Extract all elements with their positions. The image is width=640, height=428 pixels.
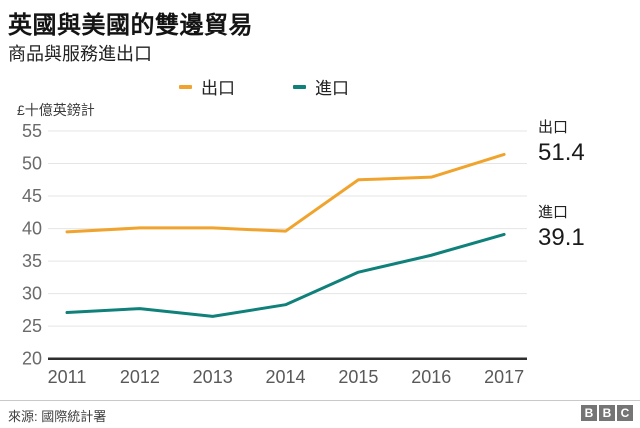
line-series-進口	[65, 232, 506, 318]
legend-label-exports: 出口	[201, 79, 235, 98]
bbc-logo-block: C	[617, 405, 633, 421]
y-tick-label: 40	[22, 219, 42, 239]
x-tick-label: 2011	[48, 367, 87, 387]
y-tick-label: 30	[22, 284, 42, 304]
imports-end-annotation: 進口 39.1	[538, 204, 585, 252]
y-tick-label: 50	[22, 154, 42, 174]
x-tick-label: 2016	[411, 367, 451, 387]
x-tick-label: 2015	[338, 367, 378, 387]
y-axis-unit-label: £十億英鎊計	[17, 102, 95, 118]
page-title: 英國與美國的雙邊貿易	[8, 12, 253, 39]
page-subtitle: 商品與服務進出口	[8, 44, 152, 64]
x-tick-label: 2013	[193, 367, 233, 387]
bbc-logo-block: B	[599, 405, 615, 421]
exports-end-value: 51.4	[538, 139, 585, 167]
y-tick-label: 35	[22, 251, 42, 271]
legend: 出口 進口	[179, 74, 349, 99]
line-series-出口	[65, 152, 506, 234]
y-tick-label: 45	[22, 186, 42, 206]
y-tick-label: 55	[22, 121, 42, 141]
exports-line-swatch-icon	[179, 84, 192, 89]
bbc-logo: B B C	[581, 405, 633, 421]
x-tick-label: 2012	[120, 367, 160, 387]
bbc-logo-block: B	[581, 405, 597, 421]
exports-end-label: 出口	[538, 119, 569, 136]
footer-divider	[0, 400, 640, 401]
y-tick-label: 25	[22, 316, 42, 336]
legend-label-imports: 進口	[315, 79, 349, 98]
exports-end-annotation: 出口 51.4	[538, 119, 585, 167]
legend-item-imports: 進口	[293, 74, 349, 99]
x-tick-label: 2017	[484, 367, 524, 387]
x-tick-label: 2014	[266, 367, 306, 387]
imports-end-label: 進口	[538, 204, 569, 221]
y-tick-label: 20	[22, 349, 42, 369]
source-text: 來源: 國際統計署	[8, 409, 107, 424]
legend-item-exports: 出口	[179, 74, 235, 99]
imports-line-swatch-icon	[293, 84, 306, 89]
imports-end-value: 39.1	[538, 224, 585, 252]
